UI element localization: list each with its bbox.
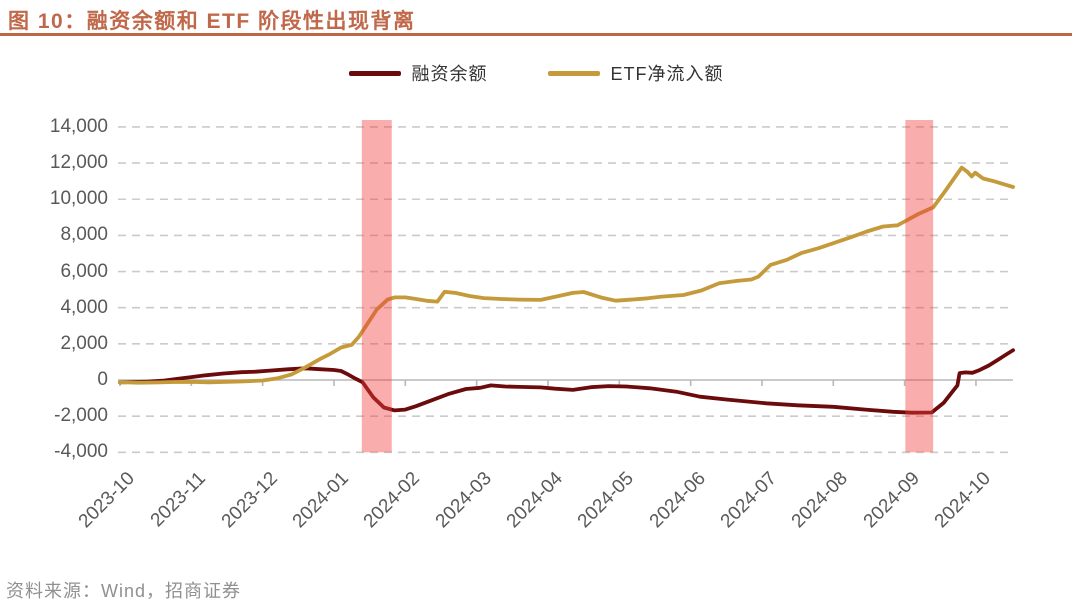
y-axis-tick-label: 10,000	[49, 188, 108, 210]
y-axis-tick-label: 0	[97, 369, 108, 390]
y-axis-tick-label: 6,000	[60, 260, 108, 282]
etf-net-inflow-line	[118, 165, 1015, 385]
y-axis-tick-label: -4,000	[54, 441, 108, 463]
y-axis-tick-label: 8,000	[60, 224, 108, 246]
margin-balance-line-swatch	[348, 70, 401, 76]
margin-balance-line	[118, 348, 1015, 415]
chart-legend: 融资余额 ETF净流入额	[0, 60, 1072, 86]
legend-label-etf-net-inflow: ETF净流入额	[610, 64, 724, 84]
highlight-band	[361, 120, 392, 453]
y-axis-tick-label: 4,000	[60, 296, 108, 318]
source-note: 资料来源：Wind，招商证券	[6, 581, 242, 601]
etf-net-inflow-line-swatch	[547, 70, 600, 76]
legend-item-margin-balance: 融资余额	[348, 60, 488, 86]
y-axis-tick-label: 2,000	[60, 332, 108, 354]
y-axis-tick-label: 12,000	[49, 152, 108, 174]
title-underline	[0, 33, 1072, 36]
y-axis-tick-label: 14,000	[49, 115, 108, 137]
y-axis-tick-label: -2,000	[54, 405, 108, 427]
highlight-band	[905, 120, 934, 453]
legend-item-etf-net-inflow: ETF净流入额	[547, 60, 724, 86]
legend-label-margin-balance: 融资余额	[411, 64, 488, 84]
figure-title: 图 10：融资余额和 ETF 阶段性出现背离	[8, 10, 416, 33]
